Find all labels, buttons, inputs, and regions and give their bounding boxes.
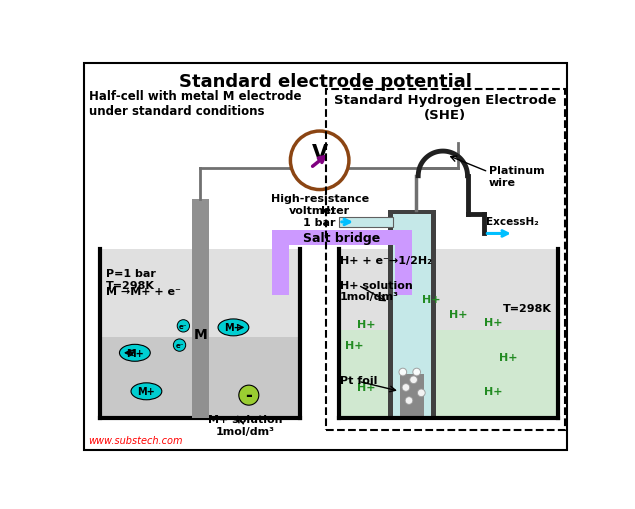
Text: Pt foil: Pt foil (340, 375, 377, 385)
Text: M+: M+ (225, 323, 243, 333)
Text: -: - (245, 386, 252, 404)
Text: M →M+ + e⁻: M →M+ + e⁻ (107, 287, 181, 297)
Text: Half-cell with metal M electrode
under standard conditions: Half-cell with metal M electrode under s… (89, 90, 301, 118)
Circle shape (290, 132, 349, 190)
Ellipse shape (119, 345, 150, 361)
Text: H+: H+ (484, 318, 502, 327)
Circle shape (173, 340, 185, 352)
Circle shape (405, 397, 413, 405)
Text: e⁻: e⁻ (175, 343, 184, 349)
Circle shape (417, 389, 425, 397)
Text: P=1 bar
T=298K: P=1 bar T=298K (107, 269, 156, 290)
Polygon shape (272, 230, 412, 245)
Polygon shape (388, 215, 393, 417)
Polygon shape (431, 215, 436, 417)
Text: www.substech.com: www.substech.com (89, 435, 183, 445)
Text: T=298K: T=298K (504, 303, 552, 313)
Text: H+ solution
1mol/dm³: H+ solution 1mol/dm³ (340, 280, 413, 302)
Circle shape (413, 369, 420, 376)
Circle shape (402, 384, 410, 391)
Polygon shape (395, 245, 412, 295)
Text: H+: H+ (357, 383, 375, 392)
Text: H+: H+ (499, 352, 518, 362)
Text: Standard electrode potential: Standard electrode potential (178, 73, 472, 91)
Polygon shape (400, 375, 424, 417)
Polygon shape (100, 337, 300, 418)
Text: Platinum
wire: Platinum wire (489, 165, 545, 187)
Text: H+: H+ (357, 319, 375, 329)
Text: e⁻: e⁻ (179, 323, 187, 329)
Polygon shape (388, 210, 436, 215)
Text: H+: H+ (484, 386, 502, 397)
Text: V: V (312, 144, 328, 163)
Ellipse shape (218, 319, 249, 336)
Polygon shape (100, 249, 300, 418)
Ellipse shape (131, 383, 162, 400)
Text: H+ + e⁻→1/2H₂: H+ + e⁻→1/2H₂ (340, 256, 432, 266)
Circle shape (177, 320, 189, 332)
Text: M+ solution
1mol/dm³: M+ solution 1mol/dm³ (208, 414, 282, 436)
Text: M: M (194, 327, 207, 341)
Text: M+: M+ (126, 348, 144, 358)
Text: Salt bridge: Salt bridge (304, 232, 380, 244)
Text: H₂
1 bar: H₂ 1 bar (302, 206, 335, 227)
Text: H+: H+ (449, 309, 467, 320)
Polygon shape (339, 217, 393, 228)
Text: H+: H+ (422, 294, 441, 304)
Polygon shape (393, 215, 431, 417)
Circle shape (410, 376, 417, 384)
Circle shape (399, 369, 406, 376)
Circle shape (239, 385, 259, 405)
Polygon shape (339, 330, 558, 418)
Text: M+: M+ (138, 386, 156, 397)
Text: High-resistance
voltmeter: High-resistance voltmeter (271, 194, 369, 216)
Text: H+: H+ (345, 341, 364, 350)
Text: ExcessH₂: ExcessH₂ (486, 216, 538, 227)
Polygon shape (192, 200, 209, 418)
Polygon shape (272, 245, 289, 295)
Polygon shape (339, 249, 558, 418)
Text: Standard Hydrogen Electrode
(SHE): Standard Hydrogen Electrode (SHE) (334, 94, 556, 122)
